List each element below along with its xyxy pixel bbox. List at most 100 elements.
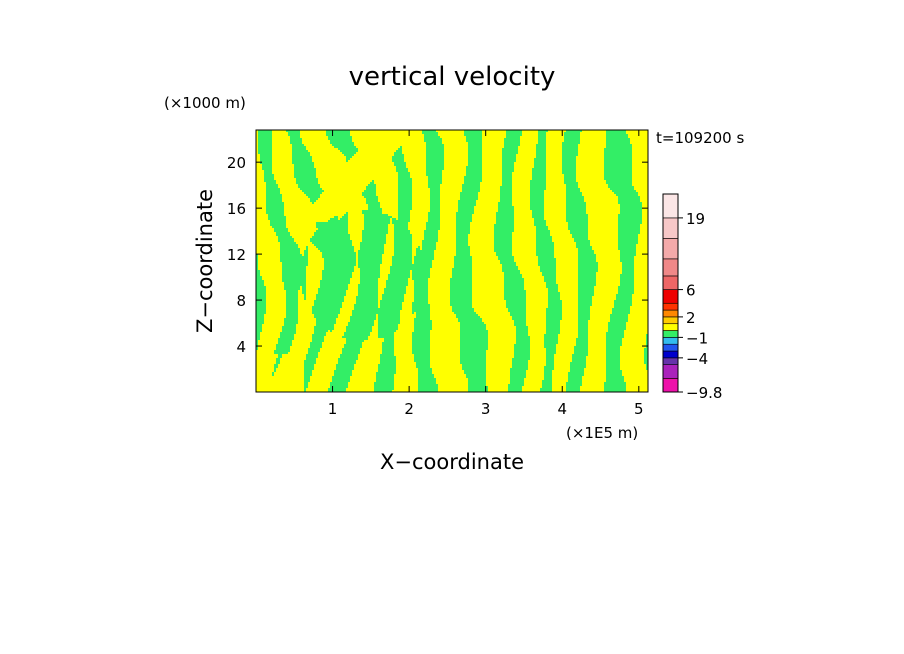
field-cell	[344, 346, 362, 348]
field-cell	[430, 204, 440, 206]
field-cell	[310, 342, 322, 344]
field-cell	[508, 308, 526, 310]
field-cell	[568, 372, 584, 374]
field-cell	[562, 162, 576, 164]
field-cell	[276, 346, 290, 348]
field-cell	[336, 366, 354, 368]
field-cell	[620, 274, 634, 276]
field-cell	[506, 306, 526, 308]
colorbar-tick-label: −1	[686, 329, 708, 347]
field-cell	[456, 316, 480, 318]
field-cell	[502, 180, 512, 182]
field-cell	[606, 366, 620, 368]
field-cell	[564, 132, 580, 134]
field-cell	[606, 340, 622, 342]
field-cell	[544, 370, 552, 372]
field-cell	[614, 300, 632, 302]
field-cell	[412, 270, 430, 272]
field-cell	[260, 158, 272, 160]
field-cell	[280, 334, 294, 336]
field-cell	[376, 372, 396, 374]
field-cell	[504, 272, 520, 274]
field-cell	[328, 220, 348, 222]
field-cell	[606, 146, 632, 148]
field-cell	[578, 334, 588, 336]
field-cell	[322, 274, 352, 276]
field-cell	[356, 298, 378, 300]
field-cell	[544, 374, 552, 376]
field-cell	[390, 268, 430, 270]
field-cell	[278, 338, 294, 340]
field-cell	[414, 358, 430, 360]
field-cell	[266, 196, 282, 198]
field-cell	[536, 234, 550, 236]
field-cell	[382, 298, 404, 300]
field-cell	[416, 316, 430, 318]
field-cell	[294, 172, 316, 174]
field-cell	[606, 356, 620, 358]
field-cell	[286, 314, 298, 316]
field-cell	[398, 182, 412, 184]
field-cell	[466, 168, 482, 170]
field-cell	[514, 322, 526, 324]
field-cell	[418, 386, 438, 388]
field-cell	[430, 198, 440, 200]
field-cell	[456, 216, 472, 218]
field-cell	[564, 178, 576, 180]
field-cell	[564, 134, 580, 136]
field-cell	[256, 336, 260, 338]
field-cell	[292, 158, 312, 160]
field-cell	[546, 364, 554, 366]
field-cell	[450, 296, 472, 298]
field-cell	[426, 160, 444, 162]
field-cell	[532, 170, 546, 172]
x-tick-label: 4	[557, 400, 567, 418]
field-cell	[646, 346, 648, 348]
field-cell	[286, 302, 298, 304]
field-cell	[280, 336, 294, 338]
field-cell	[498, 202, 512, 204]
field-cell	[562, 168, 576, 170]
field-cell	[328, 138, 352, 140]
field-cell	[332, 144, 354, 146]
field-cell	[450, 288, 472, 290]
field-cell	[456, 220, 472, 222]
field-cell	[544, 344, 556, 346]
field-cell	[620, 276, 634, 278]
field-cell	[360, 274, 380, 276]
field-cell	[460, 192, 478, 194]
field-cell	[620, 254, 636, 256]
field-cell	[546, 360, 554, 362]
field-cell	[620, 258, 634, 260]
field-cell	[456, 238, 468, 240]
field-cell	[502, 152, 518, 154]
field-cell	[622, 266, 634, 268]
field-cell	[620, 208, 642, 210]
field-cell	[618, 230, 640, 232]
field-cell	[450, 304, 472, 306]
field-cell	[576, 338, 588, 340]
field-cell	[646, 340, 648, 342]
field-cell	[286, 308, 298, 310]
field-cell	[546, 310, 562, 312]
field-cell	[578, 284, 596, 286]
field-cell	[606, 350, 620, 352]
field-cell	[312, 310, 340, 312]
field-cell	[306, 246, 308, 248]
field-cell	[258, 148, 272, 150]
field-cell	[256, 312, 266, 314]
field-cell	[276, 232, 290, 234]
field-cell	[266, 184, 278, 186]
field-cell	[322, 270, 354, 272]
field-cell	[428, 178, 442, 180]
field-cell	[256, 334, 260, 336]
field-cell	[414, 260, 432, 262]
field-cell	[618, 220, 642, 222]
field-cell	[452, 268, 472, 270]
field-cell	[508, 388, 522, 390]
field-cell	[460, 354, 486, 356]
field-cell	[394, 162, 406, 164]
field-cell	[256, 324, 262, 326]
field-cell	[534, 222, 546, 224]
field-cell	[334, 372, 352, 374]
